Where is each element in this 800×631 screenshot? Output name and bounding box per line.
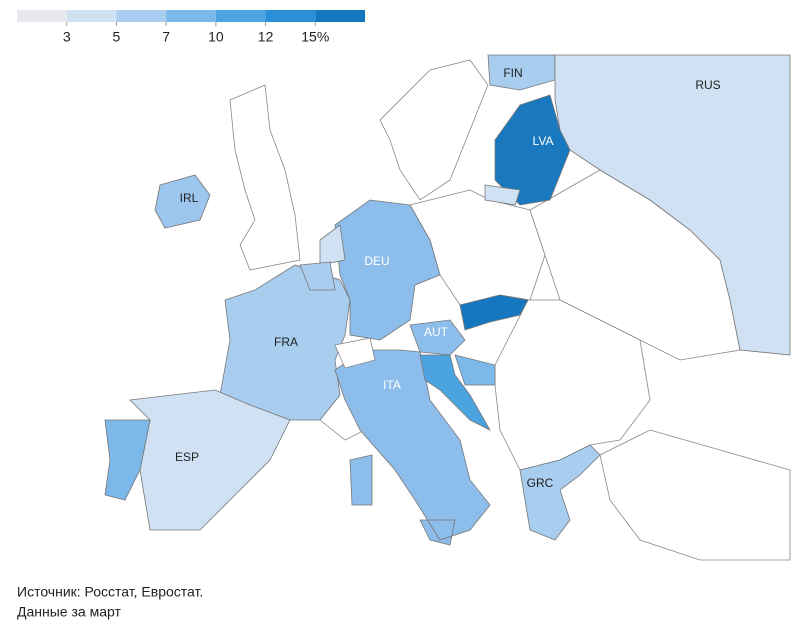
region-aut bbox=[409, 319, 466, 356]
region-label: IRL bbox=[180, 191, 199, 205]
region-label: ITA bbox=[383, 378, 401, 392]
region-label: RUS bbox=[695, 78, 720, 92]
source-line: Источник: Росстат, Евростат. bbox=[17, 584, 203, 600]
region-label: DEU bbox=[364, 254, 389, 268]
legend-tick-label: 3 bbox=[63, 29, 71, 45]
region-label: GRC bbox=[527, 476, 554, 490]
land bbox=[229, 59, 791, 561]
region-esp bbox=[129, 389, 291, 531]
region-label: LVA bbox=[533, 134, 554, 148]
region-label: ESP bbox=[175, 450, 199, 464]
region-labels: FIN RUS LVA IRL DEU FRA AUT ITA ESP GRC bbox=[175, 66, 721, 490]
legend-swatch bbox=[265, 10, 316, 22]
region-fin bbox=[487, 54, 556, 91]
legend-tick-label: 10 bbox=[208, 29, 224, 45]
other-shaded bbox=[104, 184, 529, 501]
legend-swatch bbox=[66, 10, 117, 22]
legend-swatch bbox=[215, 10, 266, 22]
regions bbox=[129, 54, 791, 546]
legend-swatch bbox=[315, 10, 365, 22]
legend-swatch bbox=[166, 10, 216, 22]
region-grc bbox=[519, 444, 601, 541]
legend-swatch bbox=[17, 10, 67, 22]
region-irl bbox=[154, 174, 211, 229]
legend-tick-label: 7 bbox=[162, 29, 170, 45]
legend-tick-label: 5 bbox=[113, 29, 121, 45]
legend-tick-label: 15% bbox=[301, 29, 329, 45]
region-label: FRA bbox=[274, 335, 298, 349]
legend: 3 5 7 10 12 15% bbox=[17, 10, 365, 45]
region-label: FIN bbox=[503, 66, 522, 80]
legend-swatch bbox=[116, 10, 167, 22]
source-line: Данные за март bbox=[17, 604, 121, 620]
legend-tick-label: 12 bbox=[258, 29, 274, 45]
region-label: AUT bbox=[424, 325, 449, 339]
region-ita bbox=[334, 349, 491, 546]
